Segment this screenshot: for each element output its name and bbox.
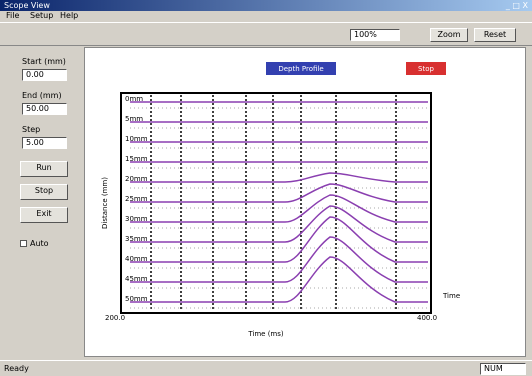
menu-bar: File Setup Help bbox=[0, 11, 532, 21]
button[interactable]: Stop bbox=[20, 184, 68, 200]
row-label: 15mm bbox=[125, 155, 148, 163]
status-right: NUM bbox=[480, 363, 526, 375]
status-tag: Stop bbox=[418, 65, 434, 73]
row-label: 0mm bbox=[125, 95, 143, 103]
checkbox-label: Auto bbox=[30, 239, 49, 248]
field-input[interactable]: 5.00 bbox=[22, 137, 67, 149]
trace bbox=[130, 256, 428, 303]
field-input[interactable]: 50.00 bbox=[22, 103, 67, 115]
field-label: Step bbox=[22, 125, 41, 134]
trace bbox=[130, 172, 428, 183]
left-panel: Start (mm) 0.00 End (mm) 50.00 Step 5.00… bbox=[0, 47, 82, 357]
toolbar: 100% Zoom Reset bbox=[0, 22, 532, 46]
toolbar-button[interactable]: Reset bbox=[474, 28, 516, 42]
status-tag-box bbox=[406, 62, 446, 75]
plot-canvas: Depth Profile Stop 0mm 5mm 10mm 15mm 20mm 25m… bbox=[101, 62, 460, 338]
field-input[interactable]: 0.00 bbox=[22, 69, 67, 81]
y-axis-label: Distance (mm) bbox=[101, 177, 109, 229]
plot-area: Depth Profile Stop 0mm 5mm 10mm 15mm 20mm 25m… bbox=[84, 47, 526, 357]
button[interactable]: Exit bbox=[20, 207, 68, 223]
row-label: 35mm bbox=[125, 235, 148, 243]
trace bbox=[130, 194, 428, 223]
status-bar: Ready NUM bbox=[0, 360, 532, 376]
window-title: Scope View bbox=[4, 1, 50, 10]
row-label: 40mm bbox=[125, 255, 148, 263]
button[interactable]: Run bbox=[20, 161, 68, 177]
plot-frame bbox=[120, 92, 432, 314]
title-bar: Scope View _ □ X bbox=[0, 0, 532, 11]
row-label: 30mm bbox=[125, 215, 148, 223]
trace bbox=[130, 183, 428, 203]
row-label: 50mm bbox=[125, 295, 148, 303]
window-controls[interactable]: _ □ X bbox=[505, 1, 528, 10]
status-left: Ready bbox=[4, 364, 29, 373]
row-label: 25mm bbox=[125, 195, 148, 203]
row-label: 45mm bbox=[125, 275, 148, 283]
trace bbox=[130, 236, 428, 283]
plot-header: Depth Profile bbox=[278, 65, 323, 73]
zoom-select[interactable]: 100% bbox=[350, 29, 400, 41]
menu-item[interactable]: File bbox=[6, 11, 20, 20]
header-box bbox=[266, 62, 336, 75]
row-label: 10mm bbox=[125, 135, 148, 143]
menu-item[interactable]: Help bbox=[60, 11, 79, 20]
toolbar-button[interactable]: Zoom bbox=[430, 28, 468, 42]
checkbox[interactable] bbox=[20, 240, 27, 247]
x-end-label: 400.0 bbox=[417, 314, 437, 322]
x-axis-label: Time (ms) bbox=[247, 330, 284, 338]
field-label: Start (mm) bbox=[22, 57, 66, 66]
plot-note: Time bbox=[442, 292, 460, 300]
field-label: End (mm) bbox=[22, 91, 62, 100]
trace bbox=[130, 216, 428, 263]
x-start-label: 200.0 bbox=[105, 314, 125, 322]
menu-item[interactable]: Setup bbox=[30, 11, 54, 20]
row-label: 5mm bbox=[125, 115, 143, 123]
row-label: 20mm bbox=[125, 175, 148, 183]
trace bbox=[130, 205, 428, 243]
